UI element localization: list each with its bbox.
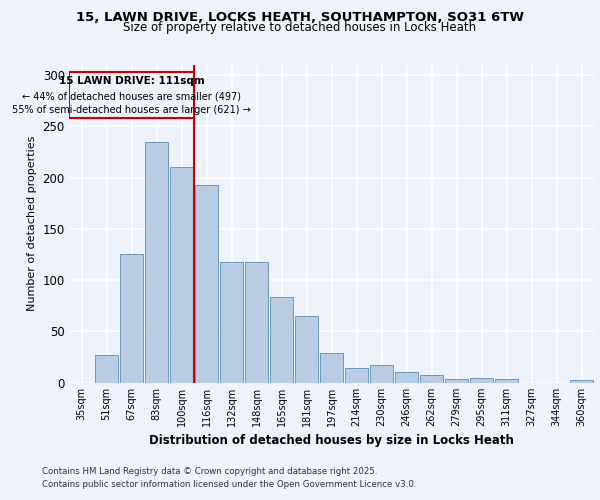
Bar: [370, 365, 393, 382]
Bar: [120, 254, 143, 382]
Text: Contains HM Land Registry data © Crown copyright and database right 2025.: Contains HM Land Registry data © Crown c…: [42, 467, 377, 476]
Bar: [170, 168, 193, 382]
Text: 55% of semi-detached houses are larger (621) →: 55% of semi-detached houses are larger (…: [12, 106, 251, 116]
Text: Contains public sector information licensed under the Open Government Licence v3: Contains public sector information licen…: [42, 480, 416, 489]
Text: 15, LAWN DRIVE, LOCKS HEATH, SOUTHAMPTON, SO31 6TW: 15, LAWN DRIVE, LOCKS HEATH, SOUTHAMPTON…: [76, 11, 524, 24]
Bar: [295, 316, 318, 382]
Bar: [345, 368, 368, 382]
Y-axis label: Number of detached properties: Number of detached properties: [27, 136, 37, 312]
Bar: [395, 372, 418, 382]
Text: 15 LAWN DRIVE: 111sqm: 15 LAWN DRIVE: 111sqm: [59, 76, 205, 86]
X-axis label: Distribution of detached houses by size in Locks Heath: Distribution of detached houses by size …: [149, 434, 514, 448]
Text: ← 44% of detached houses are smaller (497): ← 44% of detached houses are smaller (49…: [22, 92, 241, 102]
Bar: [320, 353, 343, 382]
Text: Size of property relative to detached houses in Locks Heath: Size of property relative to detached ho…: [124, 22, 476, 35]
Bar: [570, 380, 593, 382]
Bar: [470, 378, 493, 382]
Bar: [95, 355, 118, 382]
Bar: [245, 262, 268, 382]
Bar: [220, 262, 243, 382]
Bar: [420, 376, 443, 382]
Bar: [270, 298, 293, 382]
Bar: [69, 72, 194, 118]
Bar: [495, 380, 518, 382]
Bar: [445, 380, 468, 382]
Bar: [145, 142, 168, 382]
Bar: [195, 185, 218, 382]
